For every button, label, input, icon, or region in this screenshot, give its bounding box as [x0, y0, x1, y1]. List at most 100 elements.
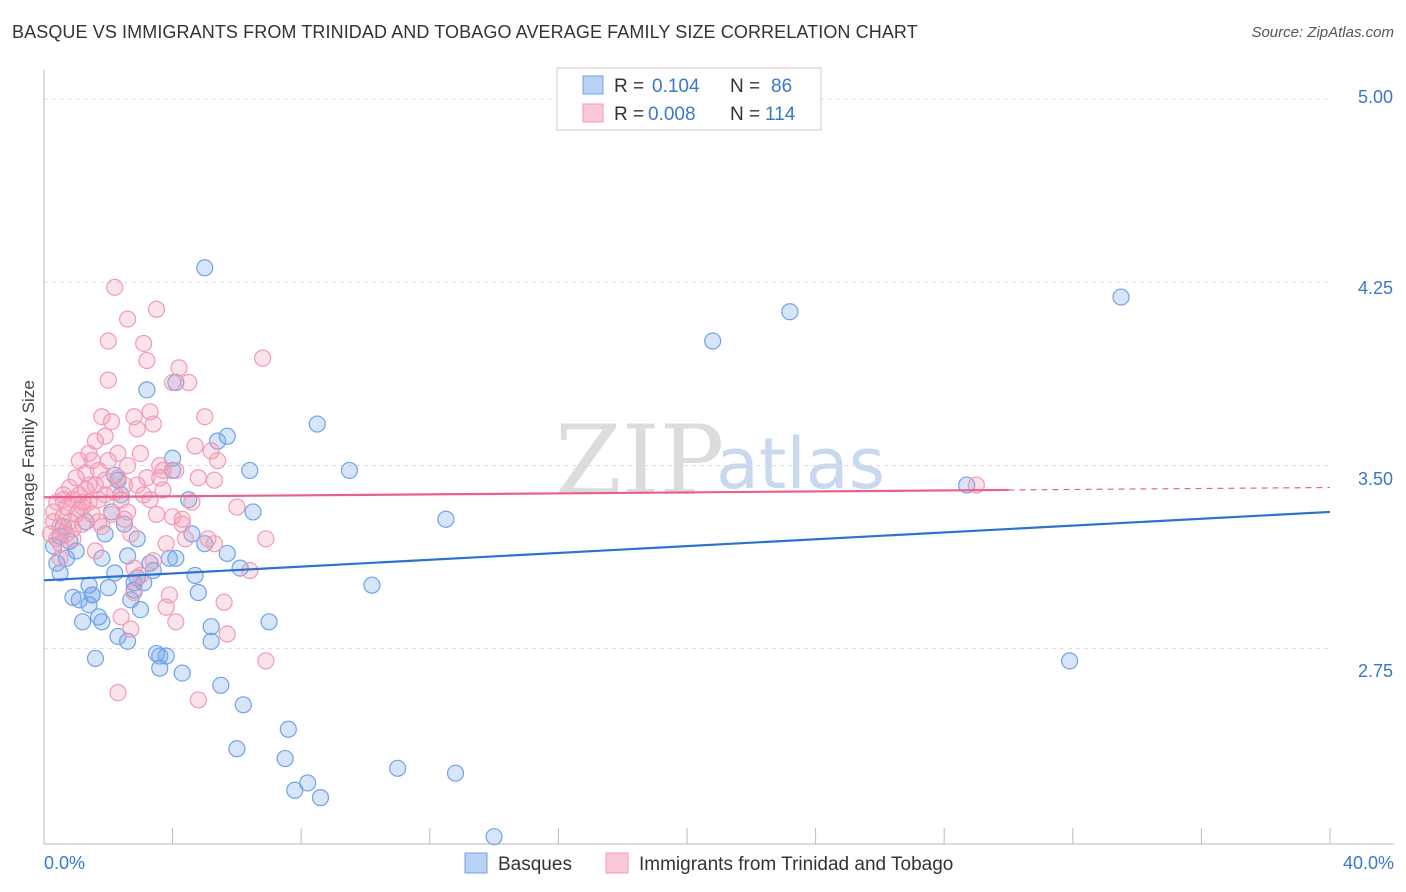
legend-swatch-trinidad-bottom — [605, 852, 629, 874]
point-basques — [167, 549, 185, 567]
legend-n-value-trinidad: 114 — [765, 104, 796, 125]
trend-basques — [43, 510, 1331, 582]
point-basques — [704, 332, 722, 350]
point-basques — [48, 554, 66, 572]
point-basques — [279, 720, 297, 738]
point-trinidad — [131, 444, 150, 462]
point-trinidad — [51, 535, 69, 553]
point-basques — [260, 613, 278, 631]
point-trinidad — [189, 691, 207, 709]
point-trinidad — [106, 483, 124, 502]
source-credit: Source: ZipAtlas.com — [1251, 24, 1394, 41]
point-trinidad — [118, 310, 137, 328]
y-tick-label: 3.50 — [1358, 469, 1393, 489]
point-trinidad — [167, 613, 185, 631]
series-legend: Basques Immigrants from Trinidad and Tob… — [464, 852, 953, 875]
point-basques — [106, 564, 124, 582]
point-trinidad — [125, 559, 143, 577]
trend-trinidad-extension — [1008, 486, 1331, 491]
point-trinidad — [151, 456, 169, 475]
point-trinidad — [176, 530, 195, 548]
point-trinidad — [189, 469, 207, 487]
point-trinidad — [99, 332, 117, 350]
point-trinidad — [164, 373, 182, 392]
point-basques — [363, 576, 381, 594]
point-basques — [196, 535, 214, 553]
point-trinidad — [183, 493, 201, 511]
y-tick-labels: 2.75 3.50 4.25 5.00 — [1358, 87, 1393, 681]
point-basques — [212, 676, 230, 694]
point-trinidad — [154, 461, 172, 480]
legend-swatch-basques — [582, 75, 604, 95]
point-basques — [86, 649, 105, 668]
point-trinidad — [70, 500, 88, 519]
legend-label-basques: Basques — [498, 854, 572, 875]
point-basques — [196, 259, 214, 277]
legend-label-trinidad: Immigrants from Trinidad and Tobago — [639, 854, 953, 875]
point-trinidad — [144, 552, 162, 570]
point-trinidad — [112, 608, 130, 626]
point-basques — [209, 432, 227, 450]
x-tick-marks — [172, 828, 1331, 844]
legend-n-value-basques: 86 — [771, 76, 792, 97]
point-trinidad — [125, 583, 143, 602]
point-basques — [99, 579, 117, 597]
point-trinidad — [170, 359, 188, 377]
point-basques — [1060, 652, 1079, 670]
point-basques — [189, 583, 207, 602]
legend-swatch-basques-bottom — [464, 852, 488, 874]
point-trinidad — [67, 469, 85, 487]
chart-title: BASQUE VS IMMIGRANTS FROM TRINIDAD AND T… — [12, 22, 918, 42]
point-basques — [83, 586, 101, 604]
point-basques — [308, 415, 326, 433]
point-trinidad — [138, 351, 156, 370]
point-basques — [80, 596, 98, 614]
point-trinidad — [205, 471, 223, 489]
legend-n-label: N = — [730, 76, 760, 97]
point-basques — [1112, 288, 1130, 306]
point-basques — [437, 510, 455, 528]
point-trinidad — [254, 349, 272, 367]
point-basques — [186, 566, 204, 585]
point-trinidad — [109, 684, 127, 702]
point-basques — [90, 608, 108, 626]
point-trinidad — [205, 535, 223, 553]
stats-legend: R = 0.104 N = 86 R = 0.008 N = 114 — [556, 67, 822, 131]
point-trinidad — [64, 520, 82, 538]
point-basques — [93, 613, 111, 631]
point-trinidad — [109, 444, 127, 462]
point-basques — [131, 601, 150, 619]
trend-lines — [43, 486, 1331, 582]
point-basques — [128, 569, 146, 587]
point-basques — [781, 303, 799, 321]
point-basques — [958, 476, 976, 494]
point-trinidad — [102, 412, 121, 431]
x-tick-label-min: 0.0% — [44, 853, 85, 873]
point-trinidad — [96, 471, 114, 489]
legend-r-label: R = — [614, 104, 644, 125]
y-tick-label: 4.25 — [1358, 278, 1393, 298]
point-basques — [73, 613, 92, 631]
x-tick-label-max: 40.0% — [1343, 853, 1394, 873]
point-trinidad — [96, 427, 114, 445]
point-trinidad — [86, 432, 105, 450]
legend-r-value-basques: 0.104 — [652, 76, 700, 97]
point-trinidad — [164, 508, 182, 526]
point-basques — [299, 774, 317, 792]
point-trinidad — [167, 461, 185, 480]
point-trinidad — [93, 517, 111, 536]
series-trinidad-tobago — [41, 278, 985, 709]
point-trinidad — [122, 525, 140, 543]
watermark-zip: ZIP — [555, 405, 724, 517]
point-basques — [109, 627, 127, 646]
point-basques — [446, 764, 465, 782]
point-trinidad — [93, 408, 111, 426]
point-basques — [244, 503, 262, 521]
point-basques — [241, 461, 259, 480]
point-trinidad — [180, 373, 198, 392]
point-basques — [389, 759, 407, 777]
legend-swatch-trinidad — [582, 103, 604, 123]
point-trinidad — [209, 452, 227, 470]
point-basques — [485, 828, 503, 846]
